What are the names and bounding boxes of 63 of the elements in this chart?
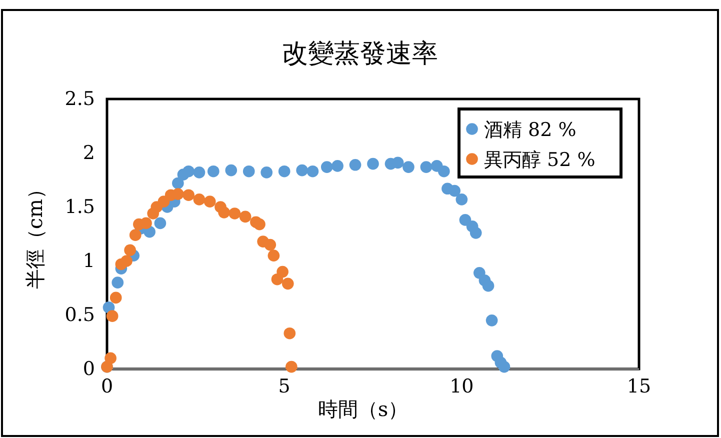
point (124, 244, 136, 256)
y-tick-label: 1 (82, 250, 95, 272)
point (482, 280, 494, 292)
point (470, 227, 482, 239)
point (120, 255, 132, 267)
point (158, 196, 170, 208)
y-tick-label: 0.5 (64, 304, 95, 326)
legend-label: 異丙醇 52 % (484, 149, 596, 171)
x-tick-label: 0 (100, 375, 114, 398)
point (296, 164, 308, 176)
y-tick-label: 2 (82, 142, 95, 164)
point (320, 161, 333, 173)
point (140, 217, 152, 230)
point (182, 165, 194, 178)
legend-label: 酒精 82 % (484, 119, 576, 141)
point (306, 165, 319, 178)
point (182, 189, 194, 202)
point (193, 194, 206, 206)
x-axis-title: 時間（s） (318, 397, 408, 421)
point (225, 164, 238, 176)
chart-title: 改變蒸發速率 (282, 39, 438, 69)
point (349, 158, 362, 171)
point (104, 352, 116, 364)
point (402, 161, 414, 173)
point (438, 165, 450, 178)
y-axis-title: 半徑（cm） (23, 178, 47, 290)
point (486, 314, 498, 326)
point (112, 276, 124, 289)
point (193, 166, 206, 178)
point (228, 208, 241, 220)
point (204, 196, 216, 208)
point (264, 238, 276, 251)
point (260, 166, 273, 178)
x-tick-label: 10 (450, 375, 474, 398)
point (278, 165, 290, 178)
y-tick-label: 0 (82, 358, 95, 380)
y-tick-label: 1.5 (64, 196, 95, 218)
point (456, 194, 468, 206)
point (129, 229, 142, 241)
point (367, 158, 379, 170)
point (498, 360, 510, 373)
x-tick-label: 5 (278, 375, 290, 398)
point (239, 210, 252, 223)
point (420, 161, 432, 173)
point (286, 360, 298, 373)
y-tick-label: 2.5 (64, 88, 95, 110)
point (268, 250, 280, 262)
point (242, 165, 255, 178)
x-tick-label: 15 (626, 375, 652, 398)
point (282, 278, 294, 290)
point (254, 218, 266, 230)
point (448, 184, 460, 197)
point (207, 165, 220, 178)
point (332, 160, 344, 172)
point (276, 266, 288, 278)
point (218, 206, 230, 218)
point (284, 327, 296, 340)
point (459, 214, 472, 226)
point (154, 217, 166, 230)
point (110, 292, 122, 304)
point (172, 188, 184, 200)
point (172, 177, 184, 190)
point (106, 310, 118, 322)
